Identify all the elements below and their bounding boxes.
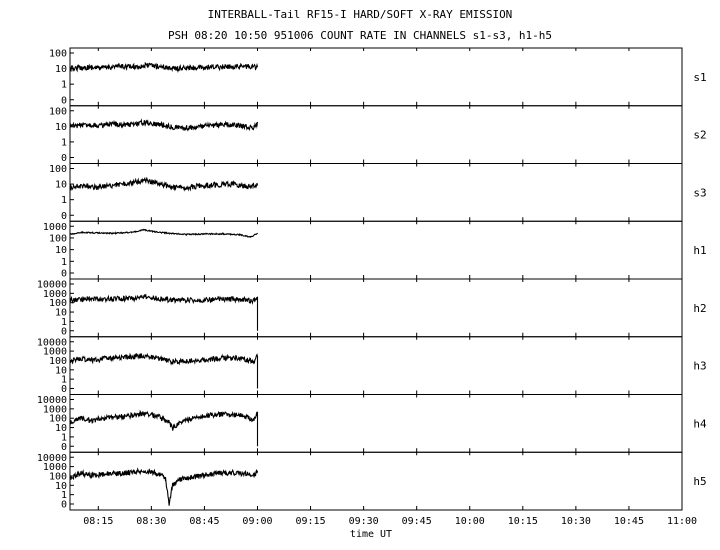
y-tick-label-s3: 10 bbox=[55, 180, 67, 191]
panel-label-s1: s1 bbox=[693, 71, 706, 84]
x-tick-label: 08:45 bbox=[189, 516, 219, 527]
y-tick-label-h2: 10000 bbox=[37, 280, 67, 291]
x-tick-label: 10:15 bbox=[508, 516, 538, 527]
y-tick-label-h2: 0 bbox=[61, 326, 67, 337]
y-tick-label-s3: 100 bbox=[49, 164, 67, 175]
x-tick-label: 09:15 bbox=[296, 516, 326, 527]
series-line-h5 bbox=[69, 467, 259, 506]
y-tick-label-s2: 100 bbox=[49, 106, 67, 117]
y-tick-label-s2: 0 bbox=[61, 153, 67, 164]
x-tick-label: 08:15 bbox=[83, 516, 113, 527]
y-tick-label-h2: 1 bbox=[61, 317, 67, 328]
y-tick-label-s1: 100 bbox=[49, 49, 67, 60]
x-tick-label: 10:30 bbox=[561, 516, 591, 527]
y-tick-label-h3: 100 bbox=[49, 356, 67, 367]
panel-label-s2: s2 bbox=[693, 129, 706, 142]
y-tick-label-h3: 10000 bbox=[37, 337, 67, 348]
y-tick-label-h3: 10 bbox=[55, 365, 67, 376]
y-tick-label-s2: 10 bbox=[55, 122, 67, 133]
x-tick-label: 09:30 bbox=[349, 516, 379, 527]
y-tick-label-h5: 0 bbox=[61, 500, 67, 511]
y-tick-label-s1: 10 bbox=[55, 64, 67, 75]
series-line-h3 bbox=[69, 352, 259, 389]
series-line-h1 bbox=[69, 228, 258, 238]
panel-label-s3: s3 bbox=[693, 186, 706, 199]
panel-frame-h4 bbox=[69, 394, 683, 453]
panel-label-h5: h5 bbox=[693, 475, 706, 488]
x-tick-label: 10:00 bbox=[455, 516, 485, 527]
panel-frame-h2 bbox=[69, 278, 683, 338]
series-line-s1 bbox=[69, 61, 259, 73]
panel-label-h4: h4 bbox=[693, 417, 707, 430]
x-tick-label: 11:00 bbox=[667, 516, 697, 527]
chart-subtitle: PSH 08:20 10:50 951006 COUNT RATE IN CHA… bbox=[167, 29, 553, 42]
y-tick-label-h3: 1000 bbox=[43, 347, 67, 358]
x-axis-label: time UT bbox=[350, 529, 392, 540]
y-tick-label-h3: 0 bbox=[61, 384, 67, 395]
panel-frame-s1 bbox=[69, 47, 683, 107]
y-tick-label-h2: 10 bbox=[55, 308, 67, 319]
chart-title: INTERBALL-Tail RF15-I HARD/SOFT X-RAY EM… bbox=[207, 8, 513, 21]
panel-label-h1: h1 bbox=[693, 244, 706, 257]
y-tick-label-h3: 1 bbox=[61, 375, 67, 386]
y-tick-label-s1: 0 bbox=[61, 95, 67, 106]
y-tick-label-s3: 1 bbox=[61, 195, 67, 206]
y-tick-label-h5: 1000 bbox=[43, 462, 67, 473]
y-tick-label-h5: 10 bbox=[55, 481, 67, 492]
y-tick-label-s2: 1 bbox=[61, 137, 67, 148]
y-tick-label-h1: 100 bbox=[49, 233, 67, 244]
y-tick-label-s3: 0 bbox=[61, 211, 67, 222]
y-tick-label-h4: 10000 bbox=[37, 395, 67, 406]
y-tick-label-h2: 1000 bbox=[43, 289, 67, 300]
y-tick-label-h4: 100 bbox=[49, 414, 67, 425]
panel-frame-s2 bbox=[69, 105, 683, 164]
x-tick-label: 09:45 bbox=[402, 516, 432, 527]
y-tick-label-h4: 10 bbox=[55, 423, 67, 434]
y-tick-label-h1: 1000 bbox=[43, 222, 67, 233]
panel-frame-s3 bbox=[69, 163, 683, 222]
panel-frame-h3 bbox=[69, 336, 683, 395]
x-tick-label: 10:45 bbox=[614, 516, 644, 527]
y-tick-label-h4: 0 bbox=[61, 442, 67, 453]
panel-label-h3: h3 bbox=[693, 360, 706, 373]
x-tick-label: 09:00 bbox=[242, 516, 272, 527]
panel-frame-h1 bbox=[69, 220, 683, 280]
panel-label-h2: h2 bbox=[693, 302, 706, 315]
series-line-s2 bbox=[69, 118, 259, 132]
x-tick-label: 08:30 bbox=[136, 516, 166, 527]
series-line-h4 bbox=[69, 409, 259, 447]
y-tick-label-h4: 1 bbox=[61, 432, 67, 443]
y-tick-label-s1: 1 bbox=[61, 80, 67, 91]
y-tick-label-h1: 10 bbox=[55, 245, 67, 256]
y-tick-label-h1: 1 bbox=[61, 257, 67, 268]
y-tick-label-h4: 1000 bbox=[43, 404, 67, 415]
y-tick-label-h5: 1 bbox=[61, 490, 67, 501]
series-line-s3 bbox=[69, 176, 259, 192]
y-tick-label-h2: 100 bbox=[49, 298, 67, 309]
y-tick-label-h5: 10000 bbox=[37, 453, 67, 464]
panel-frame-h5 bbox=[69, 451, 683, 511]
y-tick-label-h1: 0 bbox=[61, 269, 67, 280]
y-tick-label-h5: 100 bbox=[49, 471, 67, 482]
series-line-h2 bbox=[69, 293, 259, 331]
